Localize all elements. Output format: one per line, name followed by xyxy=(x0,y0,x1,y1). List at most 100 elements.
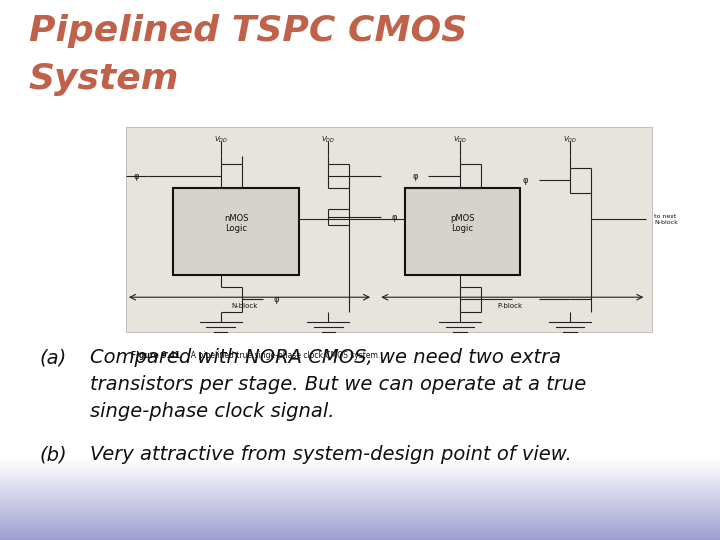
Bar xyxy=(0,517,720,518)
Bar xyxy=(0,460,720,461)
Bar xyxy=(0,476,720,477)
Bar xyxy=(0,491,720,492)
Bar xyxy=(0,495,720,496)
Bar xyxy=(0,519,720,521)
Bar xyxy=(0,500,720,501)
Bar xyxy=(0,515,720,516)
Bar xyxy=(0,470,720,471)
Bar xyxy=(0,531,720,532)
Bar xyxy=(0,516,720,517)
Bar xyxy=(0,512,720,513)
Text: (b): (b) xyxy=(40,446,67,464)
Text: $V_{DD}$: $V_{DD}$ xyxy=(214,135,228,145)
Bar xyxy=(0,496,720,497)
Text: Figure 9.41: Figure 9.41 xyxy=(131,350,181,360)
Bar xyxy=(0,510,720,511)
Bar xyxy=(0,481,720,482)
Bar xyxy=(0,501,720,502)
Bar xyxy=(0,513,720,514)
Bar xyxy=(0,504,720,505)
Bar xyxy=(0,492,720,493)
Bar xyxy=(0,482,720,483)
Text: $V_{DD}$: $V_{DD}$ xyxy=(453,135,467,145)
Bar xyxy=(0,472,720,473)
Text: N-block: N-block xyxy=(231,303,258,309)
Bar xyxy=(0,473,720,474)
Text: A pipelined true singe-phase clock CMOS system.: A pipelined true singe-phase clock CMOS … xyxy=(186,350,381,360)
Bar xyxy=(0,536,720,537)
Bar xyxy=(0,505,720,506)
Bar xyxy=(0,466,720,467)
Bar xyxy=(0,483,720,484)
Text: transistors per stage. But we can operate at a true: transistors per stage. But we can operat… xyxy=(90,375,586,394)
Bar xyxy=(0,469,720,470)
Text: P-block: P-block xyxy=(497,303,522,309)
Bar xyxy=(0,474,720,475)
Text: pMOS
Logic: pMOS Logic xyxy=(450,214,474,233)
Bar xyxy=(0,506,720,507)
Bar xyxy=(126,127,652,332)
Bar xyxy=(0,514,720,515)
Bar xyxy=(0,480,720,481)
Bar xyxy=(0,478,720,480)
Bar xyxy=(0,464,720,465)
Bar xyxy=(0,509,720,510)
Bar xyxy=(0,511,720,512)
Text: Pipelined TSPC CMOS: Pipelined TSPC CMOS xyxy=(29,14,467,48)
Text: φ: φ xyxy=(273,295,279,304)
Text: System: System xyxy=(29,62,179,96)
Text: φ: φ xyxy=(413,172,418,181)
Bar xyxy=(0,489,720,490)
Bar xyxy=(0,524,720,525)
Bar xyxy=(0,525,720,526)
Text: to next
N-block: to next N-block xyxy=(654,214,678,225)
Bar xyxy=(0,459,720,460)
Bar xyxy=(0,538,720,539)
Bar xyxy=(0,529,720,530)
Bar xyxy=(0,502,720,503)
Text: $V_{DD}$: $V_{DD}$ xyxy=(321,135,336,145)
Bar xyxy=(0,498,720,499)
Bar xyxy=(0,0,720,459)
Bar xyxy=(0,484,720,485)
Text: φ: φ xyxy=(392,213,397,222)
Bar xyxy=(0,539,720,540)
Text: φ: φ xyxy=(134,172,139,181)
Bar xyxy=(0,499,720,500)
Bar xyxy=(0,488,720,489)
Bar xyxy=(0,468,720,469)
Bar xyxy=(0,508,720,509)
Bar xyxy=(0,518,720,519)
Bar xyxy=(0,532,720,534)
Bar xyxy=(0,462,720,463)
Bar xyxy=(0,485,720,486)
Bar xyxy=(0,537,720,538)
Bar xyxy=(0,527,720,528)
Text: (a): (a) xyxy=(40,348,67,367)
Bar xyxy=(0,494,720,495)
Bar xyxy=(0,503,720,504)
Bar xyxy=(0,463,720,464)
Text: φ: φ xyxy=(523,176,528,185)
Bar xyxy=(0,487,720,488)
Bar xyxy=(0,522,720,523)
Bar xyxy=(0,471,720,472)
Bar xyxy=(0,528,720,529)
Text: singe-phase clock signal.: singe-phase clock signal. xyxy=(90,402,335,421)
Bar xyxy=(0,507,720,508)
Bar xyxy=(0,526,720,527)
Text: Compared with NORA CMOS, we need two extra: Compared with NORA CMOS, we need two ext… xyxy=(90,348,561,367)
Text: $V_{DD}$: $V_{DD}$ xyxy=(563,135,577,145)
Bar xyxy=(0,521,720,522)
Bar xyxy=(0,530,720,531)
Bar xyxy=(405,188,521,275)
Bar xyxy=(0,475,720,476)
Bar xyxy=(0,490,720,491)
Text: nMOS
Logic: nMOS Logic xyxy=(224,214,248,233)
Bar xyxy=(0,497,720,498)
Text: Very attractive from system-design point of view.: Very attractive from system-design point… xyxy=(90,446,572,464)
Bar xyxy=(0,465,720,466)
Bar xyxy=(0,493,720,494)
Bar xyxy=(0,461,720,462)
Bar xyxy=(174,188,300,275)
